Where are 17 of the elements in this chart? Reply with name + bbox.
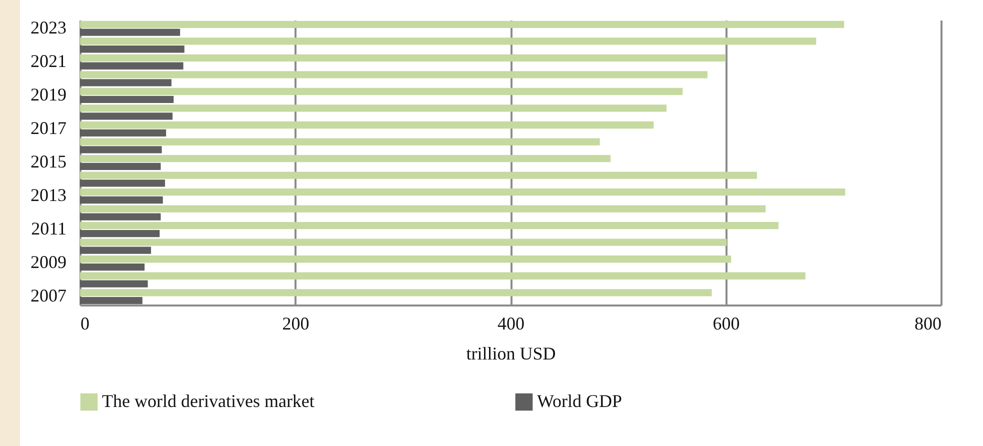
x-tick-label: 800	[914, 314, 942, 334]
x-axis-title: trillion USD	[466, 344, 556, 364]
y-tick-label: 2021	[30, 50, 66, 71]
y-tick-label: 2011	[31, 218, 66, 239]
y-tick-label: 2015	[30, 152, 66, 172]
legend-label: The world derivatives market	[102, 391, 314, 411]
x-tick-label: 0	[80, 314, 90, 334]
x-tick-label: 400	[498, 314, 524, 334]
y-tick-label: 2013	[30, 185, 66, 206]
y-tick-label: 2023	[30, 17, 66, 38]
y-tick-label: 2009	[30, 252, 66, 272]
legend-label: World GDP	[537, 391, 622, 411]
x-tick-label: 200	[282, 314, 310, 334]
x-tick-label: 600	[712, 314, 740, 334]
y-tick-label: 2007	[30, 286, 66, 306]
y-tick-label: 2017	[30, 118, 66, 138]
y-tick-label: 2019	[30, 84, 66, 104]
